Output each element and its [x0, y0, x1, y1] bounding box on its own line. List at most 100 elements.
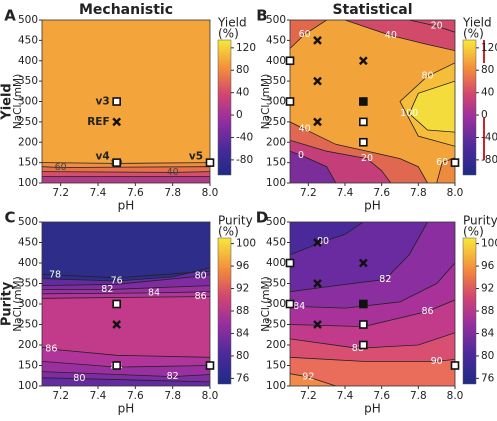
- contour-label: 20: [431, 21, 443, 32]
- y-tick-label: 250: [266, 116, 286, 128]
- contour-label: 86: [195, 291, 207, 302]
- x-tick-label: 7.4: [337, 390, 354, 402]
- x-tick-label: 8.0: [202, 187, 219, 199]
- design-point: [205, 158, 215, 167]
- x-tick-label: 7.8: [410, 187, 427, 199]
- x-tick-label: 7.4: [90, 390, 107, 402]
- contour-line: [42, 267, 210, 282]
- contour-label: 80: [317, 236, 329, 247]
- y-axis-label: NaCl (mM): [12, 276, 24, 331]
- contour-line: [290, 356, 455, 362]
- design-point: [285, 97, 295, 106]
- colorbar-tick-label: 120: [481, 42, 497, 54]
- design-point: [112, 97, 121, 106]
- design-point: [112, 320, 122, 329]
- contour-line: [42, 166, 210, 168]
- design-point: [313, 117, 322, 127]
- y-tick-label: 400: [266, 257, 286, 269]
- colorbar-tick-label: 92: [236, 283, 249, 295]
- colorbar-tick-label: 40: [481, 87, 494, 99]
- contour-line: [42, 346, 210, 358]
- y-tick-label: 450: [266, 34, 286, 46]
- y-tick-label: 200: [18, 136, 38, 148]
- y-tick-label: 300: [18, 96, 38, 108]
- colorbar-tick-label: 80: [481, 64, 494, 76]
- x-tick-label: 8.0: [447, 187, 464, 199]
- contour-line: [290, 150, 337, 183]
- contour-label: 86: [421, 306, 433, 317]
- colorbar-tick-label: -40: [481, 131, 497, 143]
- contour-label: 90: [431, 356, 443, 367]
- design-point: [112, 361, 121, 370]
- colorbar-title: (%): [218, 27, 239, 41]
- y-tick-label: 100: [266, 380, 286, 392]
- colorbar-tick-label: 40: [236, 87, 249, 99]
- contour-line: [42, 377, 210, 383]
- plot-area: 86848280787686848280: [42, 222, 210, 386]
- x-tick-label: 8.0: [202, 390, 219, 402]
- panel-letter: A: [4, 7, 16, 25]
- contour-line: [409, 20, 455, 33]
- colorbar-tick-label: 88: [481, 305, 494, 317]
- design-point: [359, 299, 368, 309]
- y-tick-label: 400: [18, 55, 38, 67]
- contour-band: [290, 20, 327, 49]
- x-tick-label: 7.6: [127, 390, 144, 402]
- y-tick-label: 500: [266, 14, 286, 26]
- contour-label: 88: [352, 343, 364, 354]
- contour-line: [42, 270, 210, 279]
- design-point: [313, 238, 322, 247]
- design-point: [285, 258, 295, 268]
- y-tick-label: 350: [266, 278, 286, 290]
- y-tick-label: 250: [266, 319, 286, 331]
- design-point: [358, 56, 368, 66]
- colorbar-title: (%): [218, 225, 239, 239]
- y-tick-label: 450: [266, 237, 286, 249]
- colorbar-tick-label: 80: [236, 64, 249, 76]
- colorbar-tick-label: -80: [481, 154, 497, 166]
- contour-label: 78: [49, 269, 61, 280]
- y-tick-label: 250: [18, 116, 38, 128]
- colorbar-tick-label: 100: [236, 238, 256, 250]
- contour-label: 92: [302, 371, 314, 382]
- y-tick-label: 350: [18, 75, 38, 87]
- contour-label: 82: [379, 274, 391, 285]
- contour-line: [290, 222, 428, 293]
- contour-label: 60: [299, 29, 311, 40]
- contour-label: 82: [101, 284, 113, 295]
- colorbar-tick-label: 100: [481, 238, 497, 250]
- colorbar-title: Purity: [463, 214, 497, 228]
- contour-label: 84: [148, 287, 160, 298]
- y-tick-label: 100: [18, 177, 38, 189]
- colorbar-tick-label: 120: [236, 42, 256, 54]
- design-point: [205, 361, 215, 370]
- y-tick-label: 100: [266, 177, 286, 189]
- point-label: v5: [189, 151, 203, 163]
- x-tick-label: 8.0: [447, 390, 464, 402]
- x-tick-label: 7.8: [410, 390, 427, 402]
- x-tick-label: 7.8: [164, 187, 181, 199]
- y-tick-label: 400: [18, 257, 38, 269]
- x-tick-label: 7.2: [300, 187, 317, 199]
- y-tick-label: 400: [266, 55, 286, 67]
- x-tick-label: 7.8: [164, 390, 181, 402]
- panel-letter: C: [4, 209, 15, 227]
- panel-title: Mechanistic: [79, 2, 173, 18]
- y-tick-label: 250: [18, 319, 38, 331]
- y-tick-label: 450: [18, 237, 38, 249]
- y-axis-label: NaCl (mM): [260, 74, 272, 129]
- y-axis-label: NaCl (mM): [12, 74, 24, 129]
- point-label: v4: [96, 151, 110, 163]
- design-point: [313, 320, 322, 329]
- y-tick-label: 150: [18, 360, 38, 372]
- contour-line: [42, 296, 210, 299]
- contour-label: 0: [298, 150, 304, 161]
- contour-line: [42, 371, 210, 378]
- design-point: [450, 361, 460, 370]
- colorbar: [462, 237, 477, 385]
- contour-line: [290, 20, 327, 49]
- colorbar-title: (%): [463, 27, 484, 41]
- y-tick-label: 350: [266, 75, 286, 87]
- point-label: v3: [96, 96, 110, 108]
